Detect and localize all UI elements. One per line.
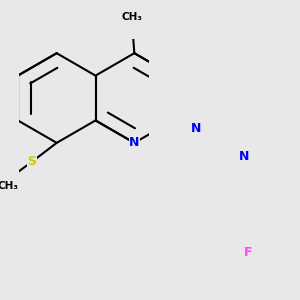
Text: CH₃: CH₃ — [0, 181, 18, 191]
Text: N: N — [191, 122, 201, 136]
Text: CH₃: CH₃ — [122, 11, 142, 22]
Text: S: S — [28, 155, 37, 168]
Text: N: N — [129, 136, 140, 149]
Text: N: N — [239, 150, 250, 163]
Text: F: F — [244, 247, 252, 260]
